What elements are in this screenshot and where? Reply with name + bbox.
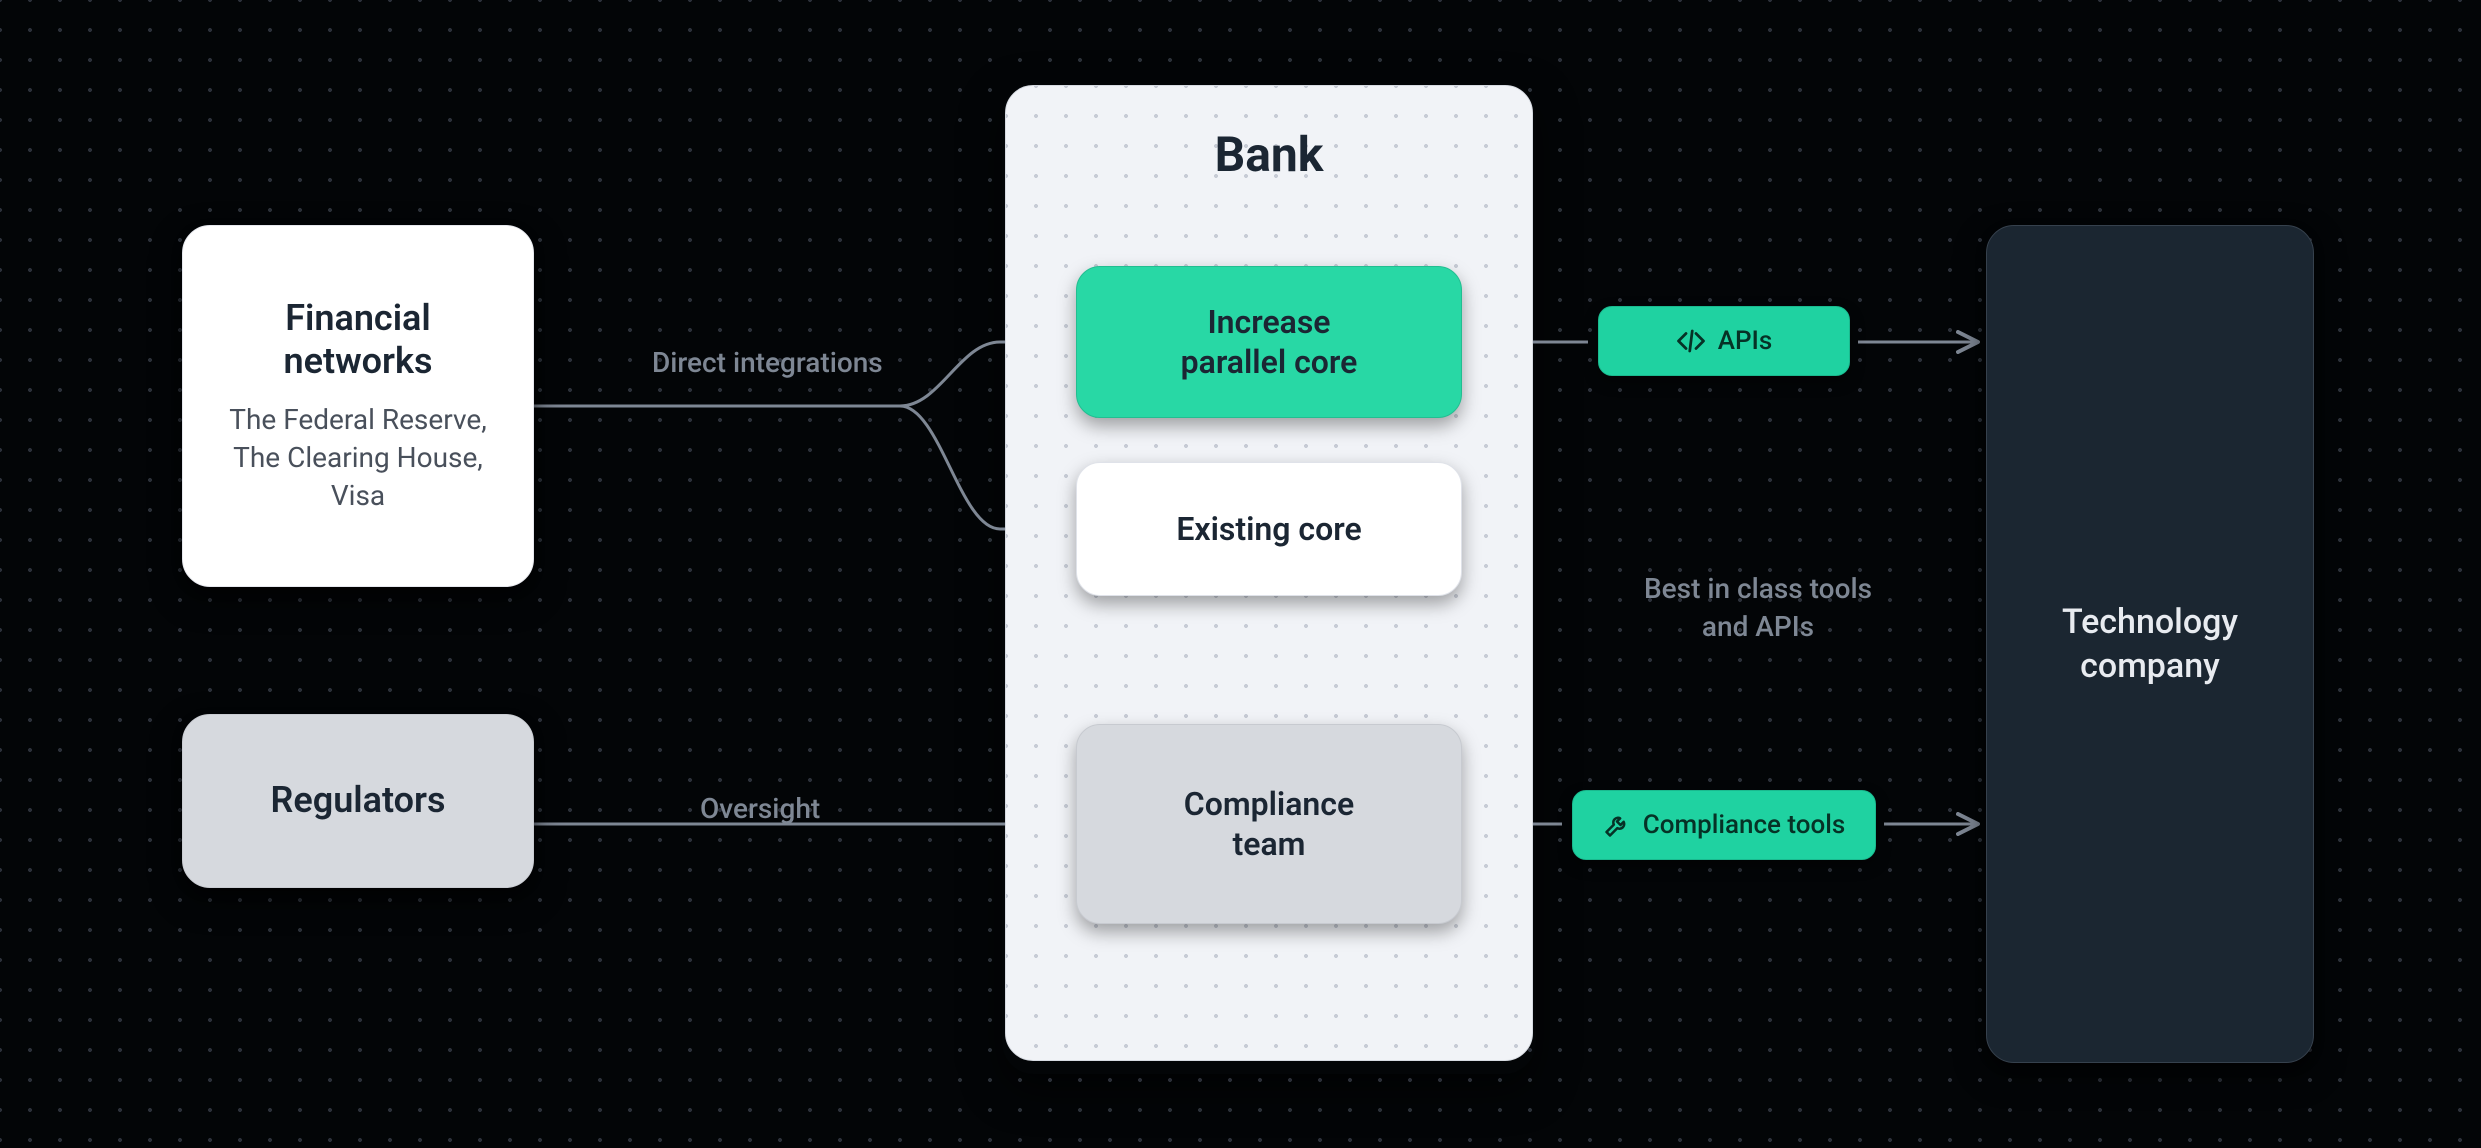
regulators-title: Regulators — [271, 779, 446, 822]
financial-networks-subtitle: The Federal Reserve, The Clearing House,… — [229, 401, 486, 514]
apis-pill-label: APIs — [1718, 326, 1773, 356]
best-in-class-label: Best in class tools and APIs — [1618, 570, 1898, 646]
oversight-label: Oversight — [700, 790, 820, 828]
direct-integrations-label: Direct integrations — [652, 344, 883, 382]
compliance-team-label: Compliance team — [1184, 784, 1354, 864]
financial-networks-card: Financial networks The Federal Reserve, … — [182, 225, 534, 587]
increase-parallel-core-node: Increase parallel core — [1076, 266, 1462, 418]
increase-parallel-core-label: Increase parallel core — [1181, 302, 1358, 382]
apis-pill: APIs — [1598, 306, 1850, 376]
existing-core-label: Existing core — [1176, 509, 1361, 549]
bank-title: Bank — [1215, 126, 1324, 183]
code-icon — [1676, 326, 1706, 356]
compliance-team-node: Compliance team — [1076, 724, 1462, 924]
wrench-icon — [1603, 811, 1631, 839]
technology-company-label: Technology company — [2062, 600, 2238, 688]
compliance-tools-pill: Compliance tools — [1572, 790, 1876, 860]
technology-company-card: Technology company — [1986, 225, 2314, 1063]
financial-networks-title: Financial networks — [284, 297, 433, 383]
regulators-card: Regulators — [182, 714, 534, 888]
compliance-tools-pill-label: Compliance tools — [1643, 810, 1846, 840]
existing-core-node: Existing core — [1076, 462, 1462, 596]
